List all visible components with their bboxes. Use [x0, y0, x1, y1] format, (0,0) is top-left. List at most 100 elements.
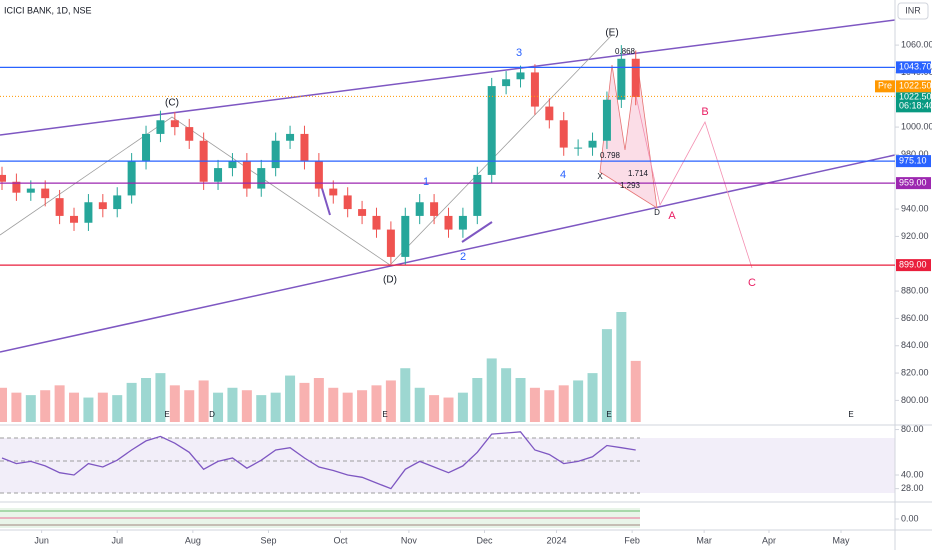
candle-body [271, 140, 280, 169]
candle-body [530, 72, 539, 107]
candle-body [516, 72, 525, 80]
x-tick-label: May [832, 535, 850, 545]
volume-bar [429, 395, 440, 422]
volume-bar [25, 395, 36, 422]
fib-ratio: 1.293 [620, 181, 641, 190]
rsi-tick-label: 40.00 [901, 469, 924, 479]
currency[interactable]: INR [905, 5, 921, 15]
x-tick-label: Apr [762, 535, 776, 545]
volume-bar [227, 387, 238, 422]
candle-body [70, 215, 79, 223]
projection-label: B [701, 106, 708, 118]
candle-body [386, 229, 395, 257]
candle-body [430, 202, 439, 216]
wave-path [0, 34, 613, 266]
osc-tick-label: 0.00 [901, 513, 919, 523]
candle-body [113, 195, 122, 210]
volume-bar [558, 385, 569, 422]
pre-tag [896, 80, 931, 93]
candle-body [473, 174, 482, 216]
candle-body [545, 106, 554, 121]
y-tick-label: 820.00 [901, 367, 929, 377]
wave-label: (C) [165, 98, 179, 109]
pattern-point: D [654, 208, 660, 217]
x-tick-label: Oct [333, 535, 348, 545]
candle-body [502, 79, 511, 87]
volume-bar [0, 387, 7, 422]
candle-body [12, 181, 21, 193]
candle-body [372, 215, 381, 230]
volume-bar [385, 380, 396, 422]
volume-bar [313, 378, 324, 422]
volume-bar [357, 390, 368, 422]
earnings-event[interactable]: E [606, 410, 611, 419]
pattern-point: X [597, 172, 603, 181]
volume-bar [97, 392, 108, 422]
y-tick-label: 800.00 [901, 395, 929, 405]
rsi-line [1, 431, 636, 490]
candle-body [458, 215, 467, 230]
harmonic-pattern [599, 59, 658, 209]
chart-title: ICICI BANK, 1D, NSE [4, 5, 92, 15]
volume-bar [486, 358, 497, 422]
y-tick-label: 980.00 [901, 149, 929, 159]
candle-body [0, 174, 6, 182]
level-label: 899.00 [899, 259, 927, 269]
dividend-event[interactable]: D [209, 410, 215, 419]
pre-name-tag [875, 80, 895, 93]
volume-bar [256, 395, 267, 422]
plot [0, 44, 899, 533]
earnings-event[interactable]: E [382, 410, 387, 419]
lower-channel [0, 154, 896, 353]
fib-ratio: 0.868 [615, 47, 636, 56]
volume-bar [213, 392, 224, 422]
level-tag [896, 177, 931, 190]
currency-box[interactable] [897, 2, 929, 20]
volume-bar [443, 397, 454, 422]
candle-body [170, 120, 179, 128]
y-tick-label: 1060.00 [901, 39, 932, 49]
candle-body [214, 168, 223, 182]
rsi-band [0, 438, 895, 493]
last-label: 1022.50 [899, 92, 932, 102]
projection-label: C [748, 277, 756, 289]
volume-bar [601, 329, 612, 422]
volume-bar [616, 312, 627, 422]
volume-bar [169, 385, 180, 422]
x-tick-label: Mar [696, 535, 712, 545]
countdown: 06:18:40 [899, 101, 932, 111]
candle-body [26, 188, 35, 193]
x-tick-label: Jun [34, 535, 49, 545]
volume-bar [501, 368, 512, 422]
pre-label: 1022.50 [899, 81, 932, 91]
wave-label: (D) [383, 275, 397, 286]
volume-bar [544, 390, 555, 422]
candle-body [185, 127, 194, 141]
candle-body [415, 202, 424, 216]
volume-bar [472, 378, 483, 422]
x-tick-label: Jul [111, 535, 123, 545]
volume-bar [529, 387, 540, 422]
rsi-tick-label: 80.00 [901, 424, 924, 434]
candle-body [314, 161, 323, 189]
volume-bar [400, 368, 411, 422]
volume-bar [630, 360, 641, 422]
x-tick-label: Sep [260, 535, 276, 545]
volume-bar [414, 387, 425, 422]
x-tick-label: Nov [401, 535, 418, 545]
candle-body [127, 161, 136, 196]
candle-body [300, 133, 309, 162]
volume-bar [184, 390, 195, 422]
x-tick-label: 2024 [547, 535, 567, 545]
volume-bar [457, 392, 468, 422]
earnings-event[interactable]: E [164, 410, 169, 419]
volume-bar [112, 395, 123, 422]
candle-body [401, 215, 410, 257]
wave-label: 3 [516, 47, 522, 59]
candle-body [617, 58, 626, 100]
earnings-event[interactable]: E [848, 410, 853, 419]
volume-bar [83, 397, 94, 422]
